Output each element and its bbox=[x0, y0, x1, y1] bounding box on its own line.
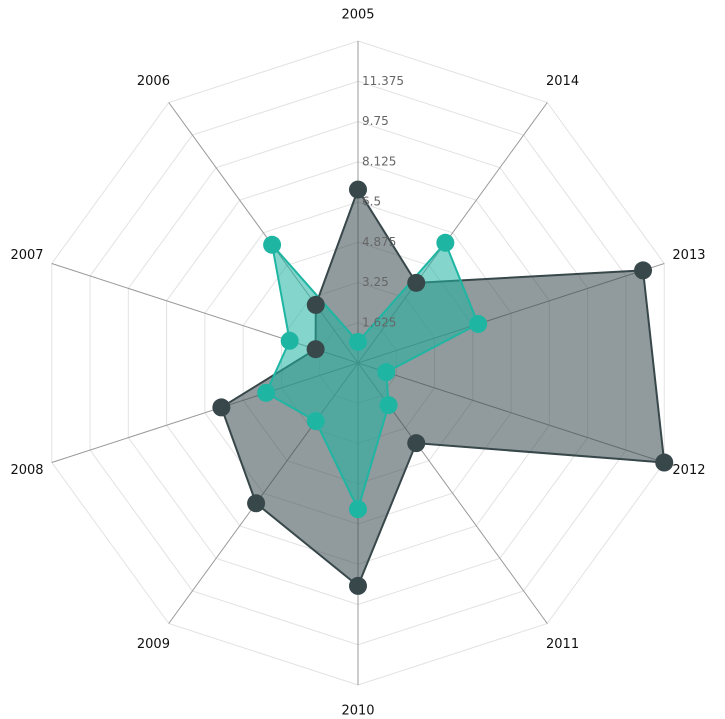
category-label: 2012 bbox=[672, 463, 705, 478]
data-point bbox=[212, 398, 231, 417]
data-point bbox=[634, 261, 653, 280]
y-tick-label: 3.25 bbox=[362, 275, 389, 289]
data-point bbox=[306, 340, 325, 359]
category-label: 2005 bbox=[341, 8, 374, 23]
y-tick-label: 4.875 bbox=[362, 235, 396, 249]
data-point bbox=[436, 233, 455, 252]
data-point bbox=[379, 396, 398, 415]
data-point bbox=[280, 331, 299, 350]
data-point bbox=[407, 434, 426, 453]
data-point bbox=[263, 235, 282, 254]
data-point bbox=[377, 363, 396, 382]
category-label: 2010 bbox=[341, 704, 374, 719]
category-label: 2014 bbox=[546, 74, 579, 89]
data-point bbox=[349, 180, 367, 199]
data-point bbox=[247, 494, 266, 513]
y-tick-label: 6.5 bbox=[362, 195, 381, 209]
label-layer: 2005 2014 2013 2012 2011 2010 2009 2008 2007 2006… bbox=[10, 8, 705, 719]
data-point bbox=[469, 314, 488, 333]
data-point bbox=[257, 383, 276, 402]
data-point bbox=[306, 295, 325, 314]
category-label: 2007 bbox=[10, 248, 43, 263]
category-label: 2013 bbox=[672, 248, 705, 263]
y-tick-label: 11.375 bbox=[362, 74, 404, 88]
y-tick-label: 9.75 bbox=[362, 114, 389, 128]
category-label: 2006 bbox=[137, 74, 170, 89]
data-point bbox=[655, 453, 674, 472]
data-point bbox=[407, 273, 426, 292]
y-tick-label: 1.625 bbox=[362, 315, 396, 329]
category-label: 2009 bbox=[137, 637, 170, 652]
data-point bbox=[349, 500, 367, 519]
y-tick-label: 8.125 bbox=[362, 154, 396, 168]
data-point bbox=[306, 412, 325, 431]
category-label: 2008 bbox=[10, 463, 43, 478]
series-layer bbox=[212, 180, 674, 595]
data-point bbox=[349, 576, 367, 595]
data-point bbox=[349, 332, 367, 351]
category-label: 2011 bbox=[546, 637, 579, 652]
